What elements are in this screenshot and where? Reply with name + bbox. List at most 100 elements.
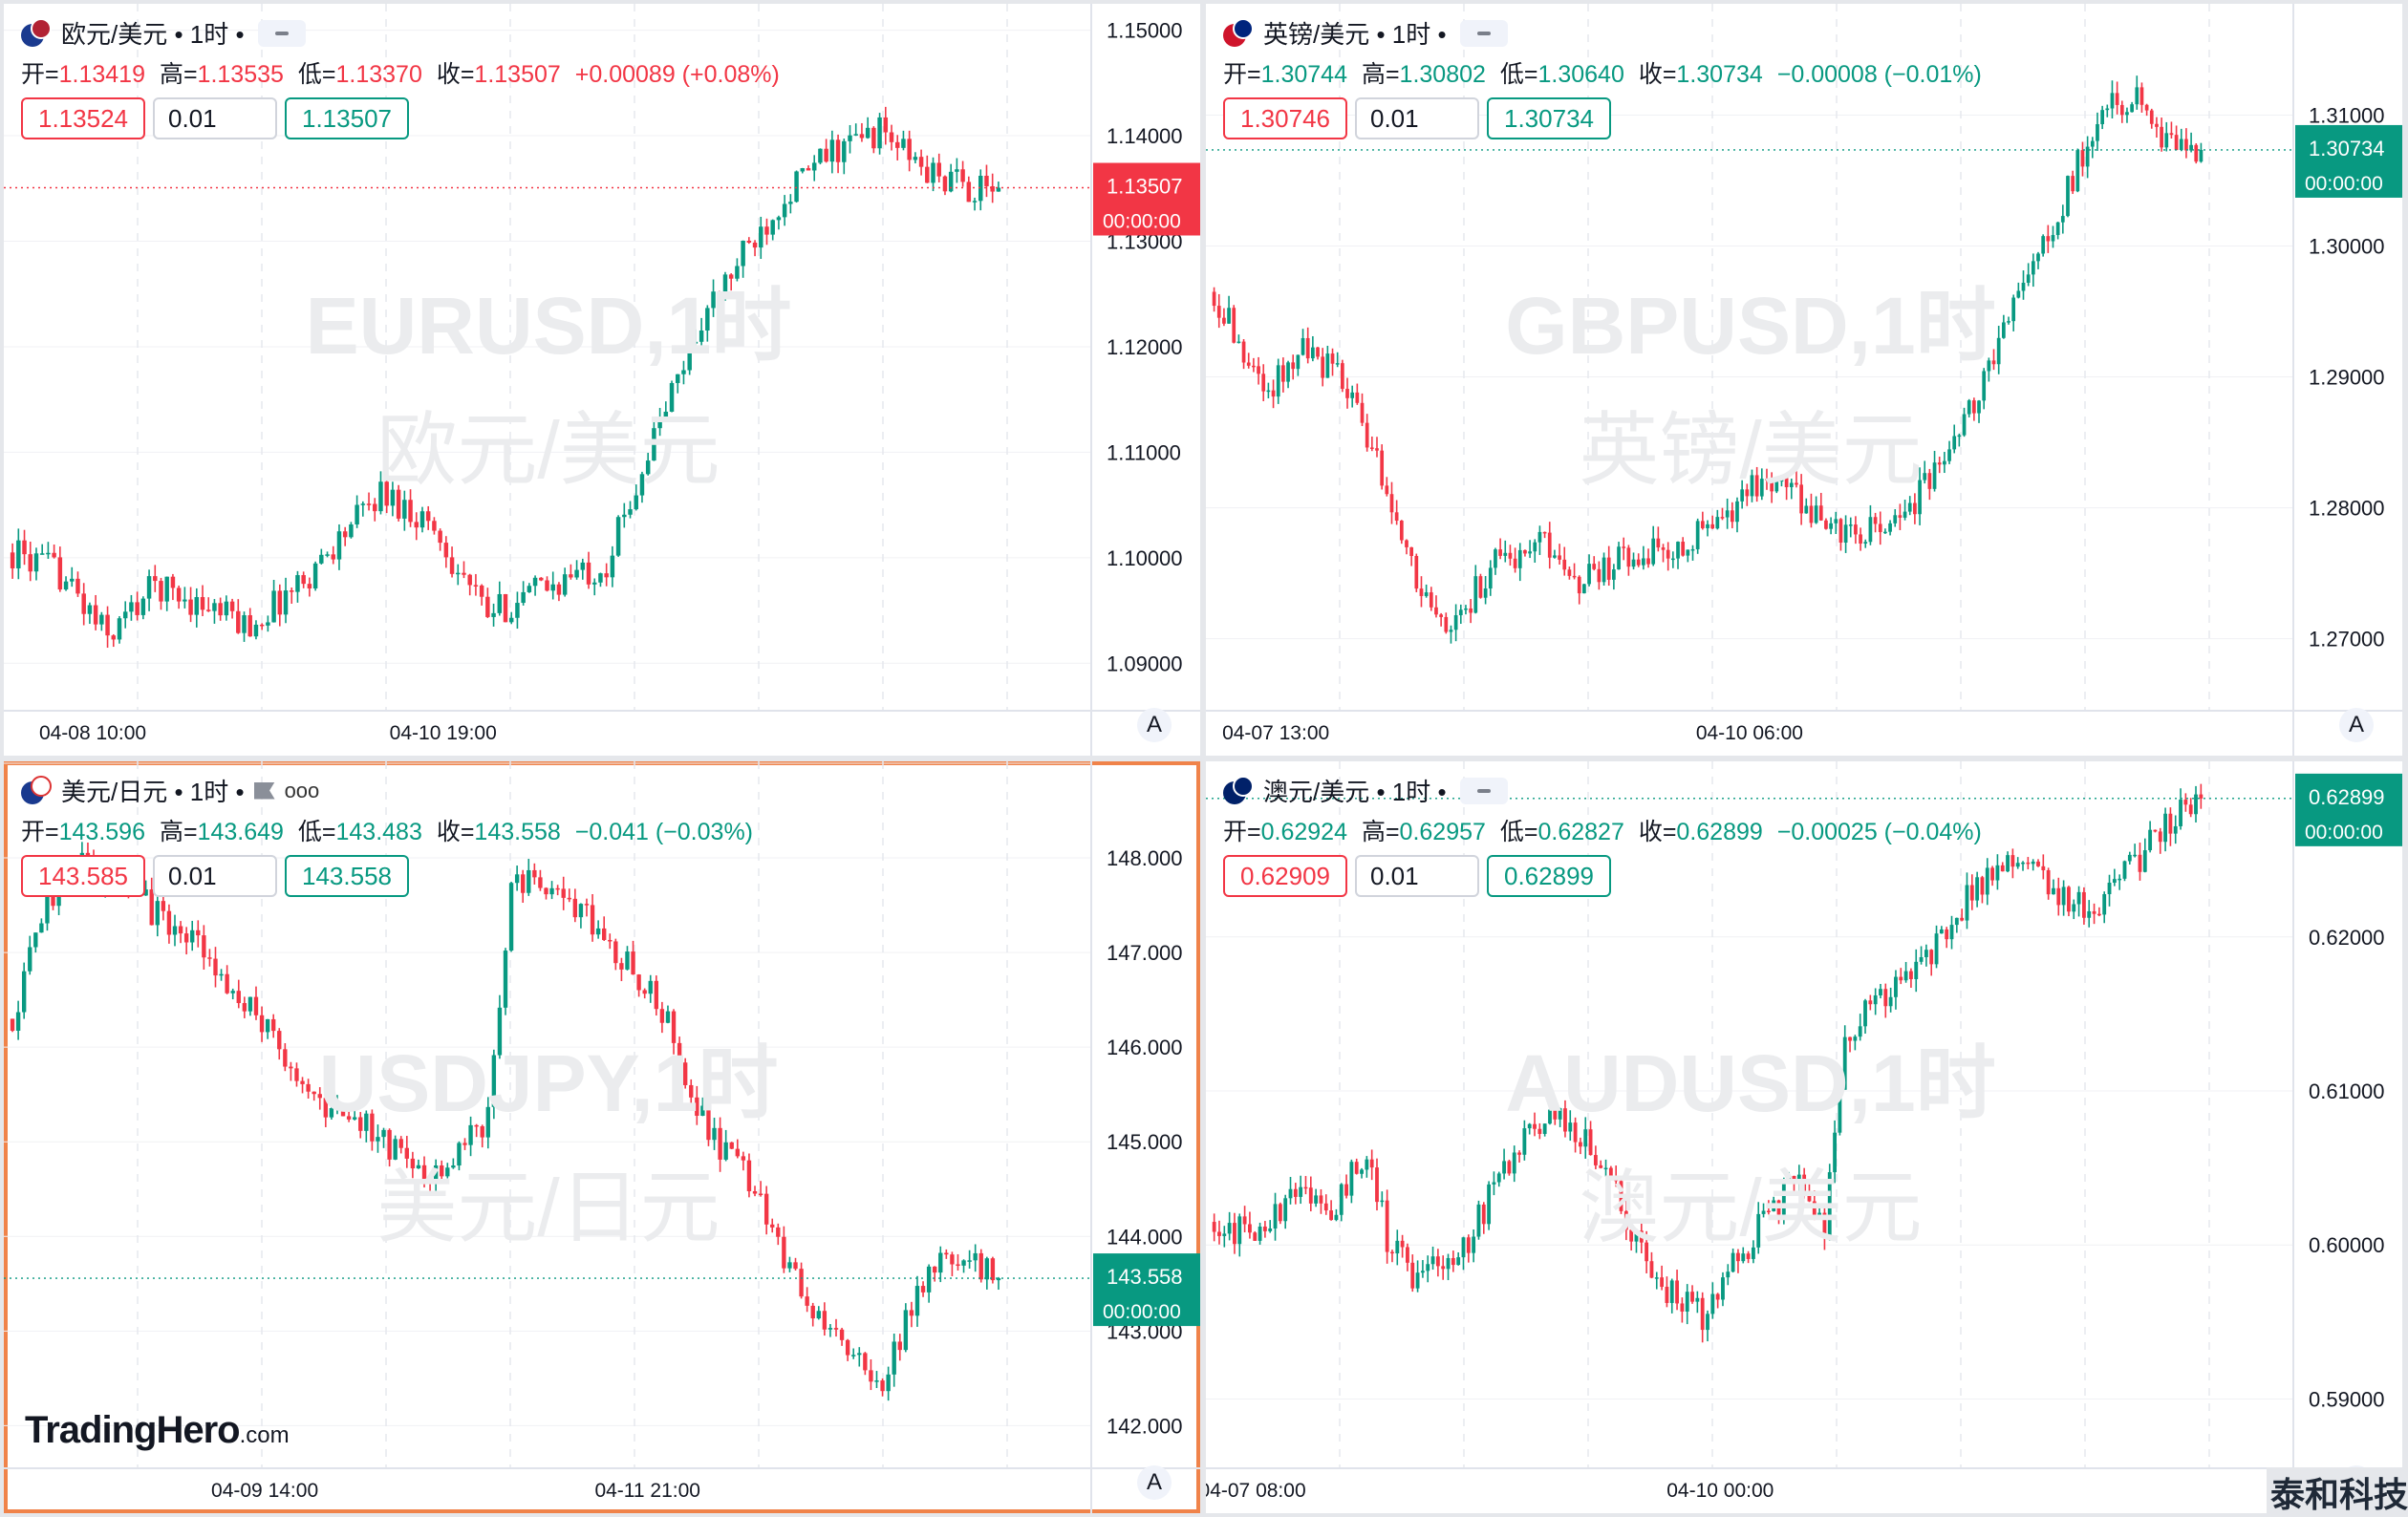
sell-button[interactable]: 143.585: [21, 855, 145, 897]
sell-button[interactable]: 0.62909: [1223, 855, 1347, 897]
candle-body: [1903, 971, 1908, 981]
trade-buttons: 1.30746 0.01 1.30734: [1223, 97, 1611, 139]
chart-panel-usdjpy[interactable]: 148.000 147.000 146.000 145.000 144.000 143.0…: [4, 761, 1200, 1513]
candle-body: [824, 148, 828, 162]
candle-body: [1838, 1089, 1842, 1133]
more-options-icon[interactable]: ooo: [284, 778, 320, 802]
quantity-input[interactable]: 0.01: [153, 855, 277, 897]
trade-buttons: 1.13524 0.01 1.13507: [21, 97, 409, 139]
candle-body: [135, 602, 140, 615]
candle-body: [329, 1108, 334, 1118]
candle-body: [1792, 1175, 1796, 1184]
symbol-header[interactable]: 美元/日元 • 1时 • ooo: [21, 773, 319, 808]
candle-body: [1807, 1191, 1812, 1202]
candle-body: [1969, 885, 1974, 901]
candle-body: [1487, 1184, 1492, 1225]
candle-body: [920, 1286, 926, 1293]
candle-body: [1746, 1253, 1751, 1259]
candle-body: [728, 274, 734, 279]
candle-body: [1424, 592, 1429, 596]
candle-body: [1385, 485, 1389, 495]
buy-button[interactable]: 0.62899: [1487, 855, 1611, 897]
candle-body: [944, 1252, 949, 1255]
symbol-title[interactable]: 欧元/美元 • 1时 •: [61, 20, 245, 49]
candlestick-chart[interactable]: 1.150001.140001.130001.120001.110001.100…: [4, 4, 1200, 756]
buy-button[interactable]: 1.30734: [1487, 97, 1611, 139]
y-tick-label: 1.09000: [1107, 652, 1183, 675]
candle-body: [883, 117, 889, 133]
candle-body: [289, 1066, 293, 1069]
quantity-input[interactable]: 0.01: [1355, 855, 1479, 897]
collapse-icon[interactable]: [1459, 777, 1508, 804]
collapse-icon[interactable]: [1459, 19, 1508, 47]
candle-body: [532, 869, 537, 878]
candle-body: [717, 291, 721, 294]
candle-body: [2199, 794, 2204, 799]
candle-body: [1750, 475, 1754, 497]
candle-body: [2071, 176, 2075, 192]
candle-body: [1365, 1159, 1369, 1170]
candle-body: [10, 1018, 15, 1031]
candle-body: [1894, 976, 1898, 997]
candle-body: [1293, 1188, 1298, 1197]
chart-panel-eurusd[interactable]: 1.15000 1.14000 1.13000 1.12000 1.11000 1.100…: [4, 4, 1200, 756]
auto-scale-button[interactable]: A: [1137, 708, 1172, 742]
symbol-header[interactable]: 英镑/美元 • 1时 •: [1223, 15, 1508, 51]
candle-body: [1360, 1169, 1364, 1174]
sell-button[interactable]: 1.13524: [21, 97, 145, 139]
quantity-input[interactable]: 0.01: [1355, 97, 1479, 139]
chart-panel-audusd[interactable]: 0.62000 0.61000 0.60000 0.59000 0.62899 00:00…: [1206, 761, 2402, 1513]
auto-scale-button[interactable]: A: [1137, 1465, 1172, 1500]
candle-body: [1907, 502, 1912, 512]
flag-marker-icon[interactable]: [253, 781, 275, 800]
candle-body: [1473, 576, 1478, 613]
candle-body: [1914, 961, 1919, 980]
symbol-header[interactable]: 欧元/美元 • 1时 •: [21, 15, 306, 51]
buy-button[interactable]: 143.558: [285, 855, 409, 897]
candle-body: [283, 590, 289, 615]
candle-body: [1799, 484, 1803, 514]
candle-body: [1426, 1264, 1430, 1271]
candle-body: [2046, 869, 2051, 895]
collapse-icon[interactable]: [257, 19, 306, 47]
candle-body: [70, 578, 75, 582]
candle-body: [467, 574, 472, 586]
candlestick-chart[interactable]: 0.62000 0.61000 0.60000 0.59000 0.62899 00:00…: [1206, 761, 2402, 1513]
candle-body: [503, 951, 508, 1008]
quantity-input[interactable]: 0.01: [153, 97, 277, 139]
candle-body: [213, 958, 218, 976]
candle-body: [170, 576, 176, 588]
candle-body: [845, 1339, 850, 1356]
candle-body: [1606, 557, 1611, 580]
symbol-title[interactable]: 澳元/美元 • 1时 •: [1263, 778, 1447, 806]
sell-button[interactable]: 1.30746: [1223, 97, 1347, 139]
auto-scale-button[interactable]: A: [2339, 708, 2374, 742]
candle-body: [2036, 861, 2040, 866]
candle-body: [381, 1129, 386, 1138]
candle-body: [1451, 1257, 1455, 1266]
candle-body: [567, 897, 571, 900]
y-tick-label: 142.000: [1107, 1414, 1183, 1438]
candle-body: [155, 901, 160, 926]
chart-panel-gbpusd[interactable]: 1.31000 1.30000 1.29000 1.28000 1.27000 1.307…: [1206, 4, 2402, 756]
candle-body: [2001, 322, 2006, 338]
candle-body: [1512, 1152, 1516, 1174]
candle-body: [2168, 813, 2173, 834]
symbol-title[interactable]: 英镑/美元 • 1时 •: [1263, 20, 1447, 49]
candle-body: [1592, 564, 1597, 569]
candle-body: [1271, 390, 1276, 397]
candle-body: [1335, 363, 1340, 365]
buy-button[interactable]: 1.13507: [285, 97, 409, 139]
candle-body: [1772, 1200, 1776, 1211]
candle-body: [1593, 1155, 1598, 1165]
candle-body: [2115, 93, 2119, 105]
candle-body: [1975, 877, 1980, 901]
candle-body: [346, 1116, 352, 1120]
candle-body: [1507, 1161, 1512, 1174]
candle-body: [636, 974, 641, 991]
candle-body: [1858, 1026, 1862, 1037]
candle-body: [378, 481, 383, 512]
symbol-header[interactable]: 澳元/美元 • 1时 •: [1223, 773, 1508, 808]
candle-body: [212, 603, 217, 611]
symbol-title[interactable]: 美元/日元 • 1时 •: [61, 778, 245, 806]
